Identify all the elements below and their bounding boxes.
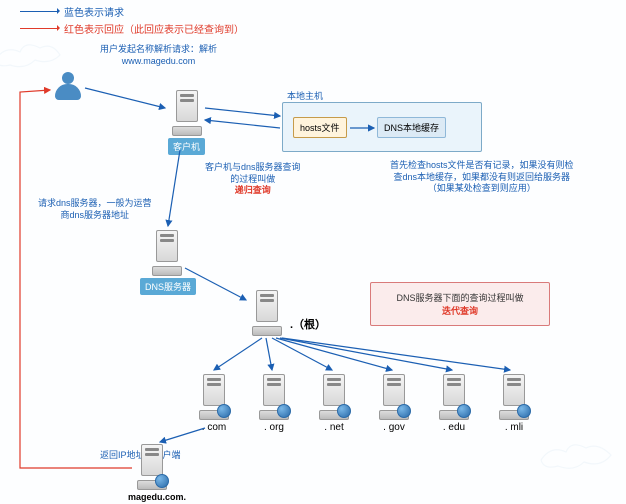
client-server-icon [170,90,204,136]
dns-server-icon [150,230,184,276]
tld-com: . com [190,374,238,433]
check-hosts-label: 首先检查hosts文件是否有记录，如果没有则检 查dns本地缓存，如果都没有则返… [390,160,574,195]
user-icon [53,72,83,102]
legend-blue-label: 蓝色表示请求 [64,4,124,19]
legend-red-arrow [20,28,58,29]
dns-cache-box: DNS本地缓存 [377,117,446,138]
cloud-deco [536,430,626,480]
local-host-box: 本地主机 hosts文件 DNS本地缓存 [282,102,482,152]
legend-blue-arrow [20,11,58,12]
iterative-box: DNS服务器下面的查询过程叫做 迭代查询 [370,282,550,326]
legend-red-label: 红色表示回应（此回应表示已经查询到） [64,21,244,36]
tld-gov: . gov [370,374,418,433]
tld-mli: . mli [490,374,538,433]
dns-server-tag: DNS服务器 [140,278,196,295]
recursive-label: 客户机与dns服务器查询 的过程叫做 递归查询 [205,162,301,197]
tld-edu: . edu [430,374,478,433]
local-host-title: 本地主机 [287,89,323,102]
root-label: .（根） [290,318,326,332]
root-server-icon [250,290,284,336]
final-server-icon [135,444,169,490]
tld-org: . org [250,374,298,433]
user-request-label: 用户发起名称解析请求：解析 www.magedu.com [100,44,217,67]
final-label: magedu.com. [128,492,186,504]
legend: 蓝色表示请求 红色表示回应（此回应表示已经查询到） [20,4,244,38]
client-tag: 客户机 [168,138,205,155]
tld-row: . com . org . net . gov . edu . mli [190,374,538,433]
hosts-file-box: hosts文件 [293,117,347,138]
tld-net: . net [310,374,358,433]
ask-dns-label: 请求dns服务器，一般为运营 商dns服务器地址 [38,198,152,221]
